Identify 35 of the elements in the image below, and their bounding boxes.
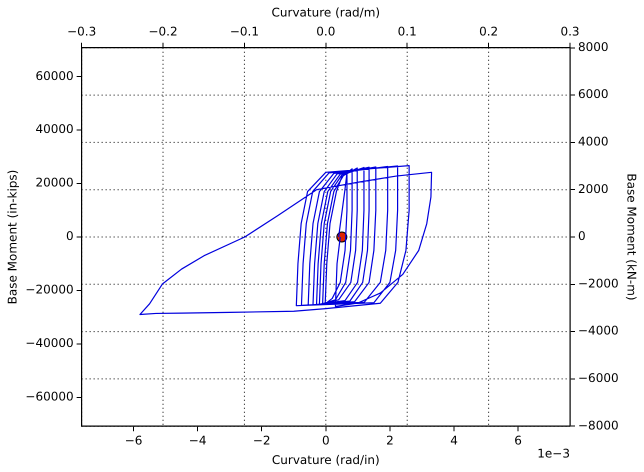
y2-tick-label: −6000 <box>578 371 619 386</box>
x-tick-label: 4 <box>450 434 458 448</box>
x2-tick-label: 0.2 <box>479 24 498 39</box>
y2-tick-label: 2000 <box>578 182 609 196</box>
x2-tick-label: 0.1 <box>398 24 417 39</box>
y2-tick-label: 0 <box>578 229 586 244</box>
x-tick-label: 0 <box>322 434 330 448</box>
y2-tick-label: −2000 <box>578 276 619 290</box>
y-tick-label: 40000 <box>35 122 74 136</box>
x2-axis-title: Curvature (rad/m) <box>272 5 380 20</box>
y-tick-label: 60000 <box>35 68 74 83</box>
x2-tick-label: 0.3 <box>560 24 580 39</box>
x-tick-label: −2 <box>252 434 271 448</box>
y-tick-label: 0 <box>66 229 74 244</box>
y-tick-label: −60000 <box>25 389 74 404</box>
y2-tick-label: 4000 <box>578 134 609 149</box>
x-axis-title: Curvature (rad/in) <box>272 452 380 467</box>
y2-axis-title: Base Moment (kN-m) <box>624 173 639 301</box>
y2-tick-label: 8000 <box>578 40 609 54</box>
y2-tick-label: 6000 <box>578 87 609 102</box>
x2-tick-label: −0.2 <box>148 24 178 39</box>
y-axis-title: Base Moment (in-kips) <box>5 170 20 304</box>
x2-tick-label: 0.0 <box>316 24 336 39</box>
text: 1e−3 <box>537 446 570 460</box>
x-tick-label: −4 <box>188 434 206 448</box>
y-tick-label: −20000 <box>25 282 74 297</box>
y-tick-label: −40000 <box>25 336 74 350</box>
y-tick-label: 20000 <box>35 176 74 190</box>
y2-tick-label: −4000 <box>578 324 619 338</box>
x2-tick-label: −0.3 <box>67 24 96 39</box>
x2-tick-label: −0.1 <box>230 24 259 39</box>
x-tick-label: 2 <box>386 434 394 448</box>
x-tick-label: 6 <box>514 434 522 448</box>
y2-tick-label: −8000 <box>578 418 619 432</box>
x-tick-label: −6 <box>124 434 142 448</box>
